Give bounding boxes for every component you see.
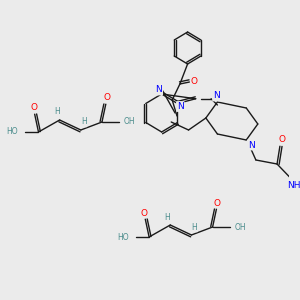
Text: O: O [278, 136, 285, 145]
Text: HO: HO [7, 128, 18, 136]
Text: OH: OH [124, 118, 136, 127]
Text: O: O [191, 77, 198, 86]
Text: O: O [141, 208, 148, 217]
Text: N: N [177, 102, 184, 111]
Text: H: H [81, 118, 87, 127]
Text: H: H [191, 223, 197, 232]
Text: OH: OH [235, 223, 246, 232]
Text: H: H [164, 212, 170, 221]
Text: O: O [30, 103, 37, 112]
Text: O: O [103, 94, 110, 103]
Text: N: N [213, 92, 220, 100]
Text: N: N [155, 85, 162, 94]
Text: H: H [54, 107, 60, 116]
Text: O: O [214, 199, 221, 208]
Text: HO: HO [117, 232, 129, 242]
Text: N: N [248, 140, 254, 149]
Text: NH: NH [288, 181, 300, 190]
